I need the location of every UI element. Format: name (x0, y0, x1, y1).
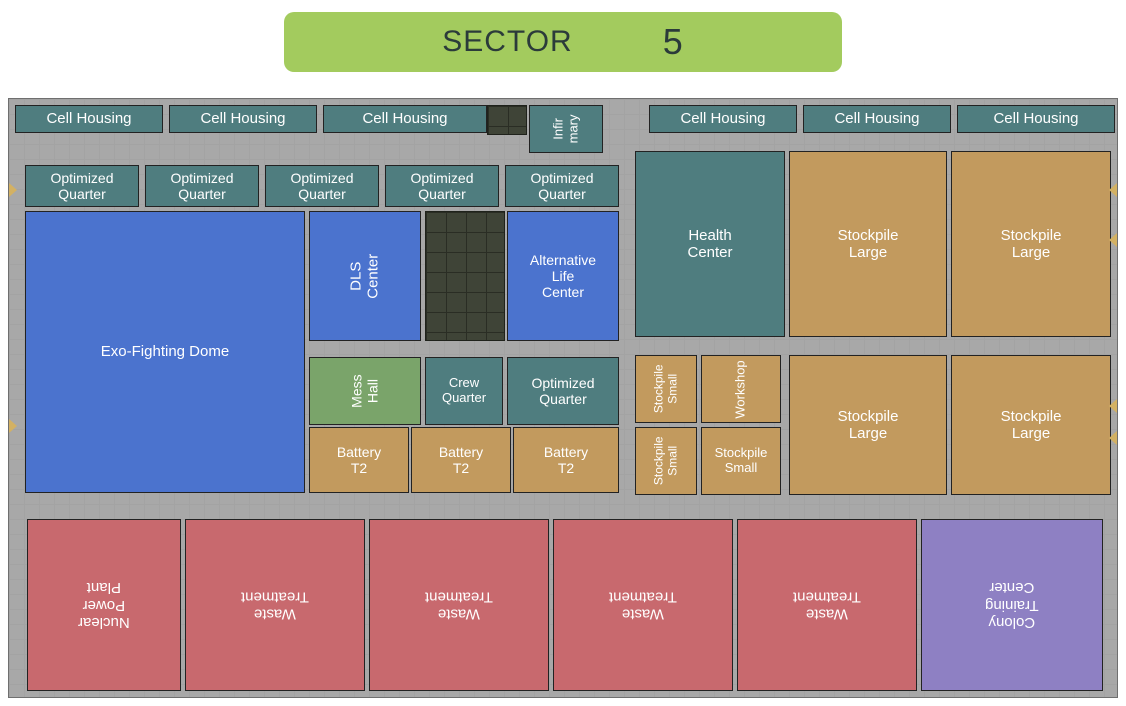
room-label: HealthCenter (687, 227, 732, 262)
room-cell-housing-5[interactable]: Cell Housing (803, 105, 951, 133)
room-cell-housing-3[interactable]: Cell Housing (323, 105, 487, 133)
room-opt-q-3[interactable]: OptimizedQuarter (265, 165, 379, 207)
room-exo-dome[interactable]: Exo-Fighting Dome (25, 211, 305, 493)
edge-connector (1109, 183, 1117, 197)
room-label: BatteryT2 (544, 444, 588, 476)
sector-number: 5 (663, 21, 684, 63)
filler-tile (425, 211, 505, 341)
edge-connector (1109, 233, 1117, 247)
room-label: Cell Housing (993, 110, 1078, 127)
room-mess-hall[interactable]: MessHall (309, 357, 421, 425)
room-label: OptimizedQuarter (410, 170, 473, 202)
edge-connector (1109, 431, 1117, 445)
room-opt-q-5[interactable]: OptimizedQuarter (505, 165, 619, 207)
room-opt-q-6[interactable]: OptimizedQuarter (507, 357, 619, 425)
room-stock-l-1[interactable]: StockpileLarge (789, 151, 947, 337)
room-label: WasteTreatment (241, 588, 309, 623)
sector-label: SECTOR (442, 25, 572, 59)
room-alt-life[interactable]: AlternativeLifeCenter (507, 211, 619, 341)
room-waste-4[interactable]: WasteTreatment (737, 519, 917, 691)
room-opt-q-2[interactable]: OptimizedQuarter (145, 165, 259, 207)
room-nuclear[interactable]: NuclearPowerPlant (27, 519, 181, 691)
room-batt-2[interactable]: BatteryT2 (411, 427, 511, 493)
room-label: BatteryT2 (439, 444, 483, 476)
room-label: StockpileLarge (1001, 227, 1062, 262)
room-stock-l-2[interactable]: StockpileLarge (951, 151, 1111, 337)
room-label: StockpileSmall (715, 446, 768, 476)
filler-tile (487, 105, 527, 135)
room-stock-s-2[interactable]: StockpileSmall (635, 427, 697, 495)
room-dls-center[interactable]: DLSCenter (309, 211, 421, 341)
room-cell-housing-4[interactable]: Cell Housing (649, 105, 797, 133)
room-label: StockpileLarge (838, 408, 899, 443)
room-label: DLSCenter (348, 253, 383, 298)
room-label: StockpileLarge (838, 227, 899, 262)
room-stock-s-1[interactable]: StockpileSmall (635, 355, 697, 423)
room-label: WasteTreatment (793, 588, 861, 623)
room-label: AlternativeLifeCenter (530, 252, 596, 300)
room-label: CrewQuarter (442, 376, 486, 406)
room-stock-l-4[interactable]: StockpileLarge (951, 355, 1111, 495)
sector-header: SECTOR 5 (284, 12, 842, 72)
room-label: Cell Housing (362, 110, 447, 127)
room-waste-3[interactable]: WasteTreatment (553, 519, 733, 691)
room-label: OptimizedQuarter (170, 170, 233, 202)
room-label: WasteTreatment (425, 588, 493, 623)
room-label: MessHall (349, 374, 381, 407)
room-label: StockpileLarge (1001, 408, 1062, 443)
room-label: Exo-Fighting Dome (101, 343, 229, 360)
room-infirmary[interactable]: Infirmary (529, 105, 603, 153)
room-cell-housing-2[interactable]: Cell Housing (169, 105, 317, 133)
room-label: StockpileSmall (652, 437, 680, 486)
room-opt-q-1[interactable]: OptimizedQuarter (25, 165, 139, 207)
room-opt-q-4[interactable]: OptimizedQuarter (385, 165, 499, 207)
room-colony-training[interactable]: ColonyTrainingCenter (921, 519, 1103, 691)
room-label: Cell Housing (834, 110, 919, 127)
room-workshop[interactable]: Workshop (701, 355, 781, 423)
room-cell-housing-1[interactable]: Cell Housing (15, 105, 163, 133)
edge-connector (1109, 399, 1117, 413)
room-batt-3[interactable]: BatteryT2 (513, 427, 619, 493)
room-label: OptimizedQuarter (531, 375, 594, 407)
room-label: OptimizedQuarter (50, 170, 113, 202)
room-label: Cell Housing (680, 110, 765, 127)
room-stock-s-3[interactable]: StockpileSmall (701, 427, 781, 495)
room-batt-1[interactable]: BatteryT2 (309, 427, 409, 493)
room-crew-q[interactable]: CrewQuarter (425, 357, 503, 425)
room-label: WasteTreatment (609, 588, 677, 623)
room-label: Infirmary (551, 115, 581, 144)
room-label: BatteryT2 (337, 444, 381, 476)
room-label: ColonyTrainingCenter (985, 579, 1039, 631)
room-label: Workshop (734, 360, 749, 418)
room-waste-2[interactable]: WasteTreatment (369, 519, 549, 691)
edge-connector (9, 419, 17, 433)
room-label: OptimizedQuarter (290, 170, 353, 202)
room-label: StockpileSmall (652, 365, 680, 414)
room-cell-housing-6[interactable]: Cell Housing (957, 105, 1115, 133)
room-label: OptimizedQuarter (530, 170, 593, 202)
room-label: NuclearPowerPlant (78, 579, 130, 631)
room-stock-l-3[interactable]: StockpileLarge (789, 355, 947, 495)
room-waste-1[interactable]: WasteTreatment (185, 519, 365, 691)
layout-canvas: Cell Housing Cell Housing Cell Housing Infi… (8, 98, 1118, 698)
room-health-center[interactable]: HealthCenter (635, 151, 785, 337)
room-label: Cell Housing (200, 110, 285, 127)
edge-connector (9, 183, 17, 197)
room-label: Cell Housing (46, 110, 131, 127)
